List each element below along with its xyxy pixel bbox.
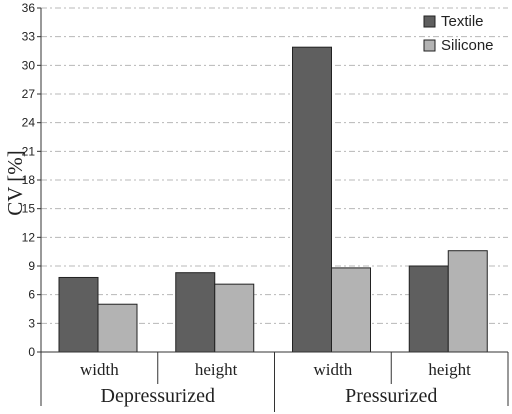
category-label: width [80,360,119,379]
bar-silicone-2 [331,267,371,353]
y-tick-label: 30 [22,58,36,72]
y-tick-label: 21 [22,144,36,158]
legend-swatch-textile [423,15,436,28]
legend-label-silicone: Silicone [441,37,494,54]
category-label: width [314,360,353,379]
y-tick-label: 15 [22,202,36,216]
y-tick-label: 9 [28,259,35,273]
group-label: Depressurized [101,385,215,407]
y-tick-label: 12 [22,230,36,244]
y-tick-label: 6 [28,288,35,302]
y-tick-label: 27 [22,87,36,101]
y-axis-label: CV [%] [3,150,27,216]
bar-silicone-3 [447,250,488,353]
bar-textile-3 [408,265,449,353]
y-tick-label: 18 [22,173,36,187]
legend-swatch-silicone [423,39,436,52]
grid-lines [41,7,508,324]
y-tick-label: 0 [28,345,35,359]
bars [58,46,488,353]
y-tick-label: 36 [22,1,36,15]
legend: Textile Silicone [423,13,494,54]
bar-textile-2 [292,46,332,353]
bar-textile-1 [175,272,216,353]
legend-label-textile: Textile [441,13,484,30]
bar-silicone-0 [97,303,138,353]
y-tick-label: 33 [22,30,36,44]
y-tick-label: 24 [22,116,36,130]
category-label: height [195,360,238,379]
bar-textile-0 [58,276,99,353]
bar-silicone-1 [214,283,255,353]
group-label: Pressurized [345,385,437,407]
category-labels: width height Depressurized width height Press… [80,352,471,412]
y-tick-label: 3 [28,316,35,330]
category-label: height [428,360,471,379]
